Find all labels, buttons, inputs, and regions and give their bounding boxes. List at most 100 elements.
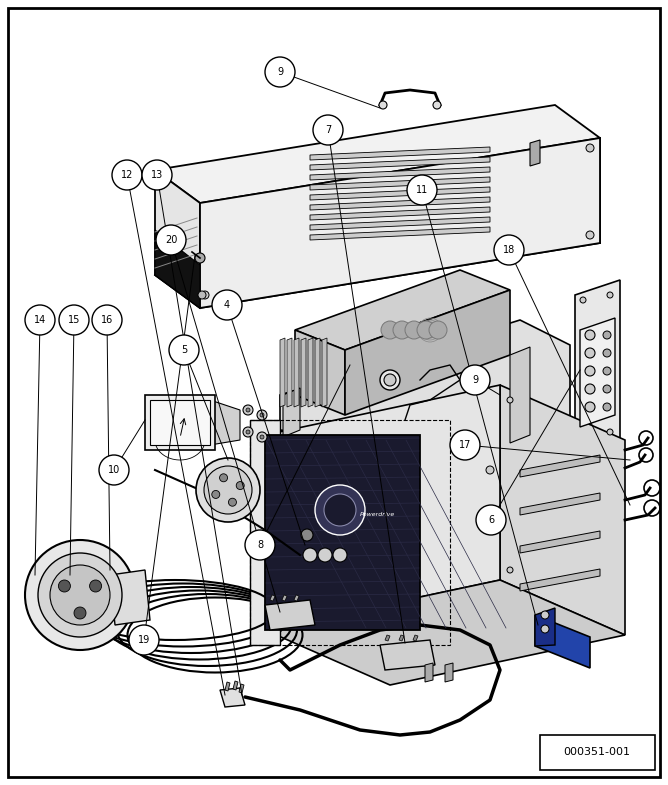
Circle shape bbox=[301, 529, 313, 541]
Polygon shape bbox=[200, 138, 600, 308]
Text: 16: 16 bbox=[101, 315, 113, 325]
Polygon shape bbox=[520, 455, 600, 477]
Polygon shape bbox=[535, 615, 590, 668]
Circle shape bbox=[92, 305, 122, 335]
Polygon shape bbox=[310, 217, 490, 230]
Circle shape bbox=[586, 231, 594, 239]
Circle shape bbox=[246, 430, 250, 434]
Text: 15: 15 bbox=[68, 315, 80, 325]
Polygon shape bbox=[155, 170, 200, 308]
Circle shape bbox=[74, 607, 86, 619]
Circle shape bbox=[450, 430, 480, 460]
Circle shape bbox=[243, 405, 253, 415]
Polygon shape bbox=[310, 157, 490, 170]
Circle shape bbox=[99, 455, 129, 485]
Circle shape bbox=[58, 580, 70, 592]
Polygon shape bbox=[283, 388, 300, 437]
Text: 13: 13 bbox=[151, 170, 163, 180]
Circle shape bbox=[379, 101, 387, 109]
Circle shape bbox=[59, 305, 89, 335]
Polygon shape bbox=[145, 395, 215, 450]
Circle shape bbox=[201, 291, 209, 299]
Circle shape bbox=[257, 410, 267, 420]
Circle shape bbox=[212, 491, 220, 498]
Circle shape bbox=[260, 435, 264, 439]
Text: 8: 8 bbox=[257, 540, 263, 550]
Circle shape bbox=[198, 291, 206, 299]
Polygon shape bbox=[322, 338, 327, 407]
Text: 19: 19 bbox=[138, 635, 150, 645]
Circle shape bbox=[142, 160, 172, 190]
Polygon shape bbox=[239, 684, 244, 693]
Polygon shape bbox=[280, 338, 285, 407]
Circle shape bbox=[407, 175, 437, 205]
Circle shape bbox=[318, 548, 332, 562]
Polygon shape bbox=[535, 608, 555, 646]
Polygon shape bbox=[310, 177, 490, 190]
Polygon shape bbox=[265, 600, 315, 630]
Circle shape bbox=[129, 625, 159, 655]
Polygon shape bbox=[510, 347, 530, 443]
Polygon shape bbox=[445, 663, 453, 682]
Circle shape bbox=[236, 481, 244, 490]
Circle shape bbox=[169, 335, 199, 365]
Polygon shape bbox=[294, 595, 299, 601]
Circle shape bbox=[405, 321, 423, 339]
Polygon shape bbox=[530, 140, 540, 166]
Circle shape bbox=[507, 567, 513, 573]
Circle shape bbox=[260, 413, 264, 417]
Circle shape bbox=[460, 365, 490, 395]
Polygon shape bbox=[520, 493, 600, 515]
Circle shape bbox=[417, 321, 435, 339]
Circle shape bbox=[507, 397, 513, 403]
Polygon shape bbox=[425, 663, 433, 682]
Polygon shape bbox=[315, 338, 320, 407]
Text: 14: 14 bbox=[34, 315, 46, 325]
Circle shape bbox=[393, 321, 411, 339]
Circle shape bbox=[607, 429, 613, 435]
Polygon shape bbox=[265, 385, 500, 630]
Polygon shape bbox=[301, 338, 306, 407]
Circle shape bbox=[243, 427, 253, 437]
Polygon shape bbox=[580, 318, 615, 427]
Text: 11: 11 bbox=[416, 185, 428, 195]
Circle shape bbox=[306, 436, 314, 444]
Circle shape bbox=[380, 370, 400, 390]
Text: 9: 9 bbox=[472, 375, 478, 385]
Circle shape bbox=[603, 349, 611, 357]
Circle shape bbox=[195, 253, 205, 263]
Circle shape bbox=[429, 321, 447, 339]
Polygon shape bbox=[280, 320, 570, 455]
Circle shape bbox=[212, 290, 242, 320]
Circle shape bbox=[324, 494, 356, 526]
Polygon shape bbox=[110, 570, 150, 625]
Circle shape bbox=[607, 292, 613, 298]
Circle shape bbox=[245, 530, 275, 560]
Text: 9: 9 bbox=[277, 67, 283, 77]
Circle shape bbox=[585, 330, 595, 340]
Text: 5: 5 bbox=[181, 345, 187, 355]
Polygon shape bbox=[500, 385, 625, 635]
Circle shape bbox=[112, 160, 142, 190]
Polygon shape bbox=[155, 105, 600, 203]
Polygon shape bbox=[310, 227, 490, 240]
Polygon shape bbox=[287, 338, 292, 407]
Polygon shape bbox=[282, 595, 287, 601]
Polygon shape bbox=[310, 167, 490, 180]
Circle shape bbox=[603, 385, 611, 393]
Circle shape bbox=[476, 505, 506, 535]
Circle shape bbox=[313, 115, 343, 145]
Circle shape bbox=[228, 498, 236, 506]
Polygon shape bbox=[155, 230, 200, 308]
Circle shape bbox=[580, 297, 586, 303]
Circle shape bbox=[541, 611, 549, 619]
Circle shape bbox=[25, 305, 55, 335]
Text: Powerdrive: Powerdrive bbox=[360, 513, 395, 517]
Circle shape bbox=[541, 625, 549, 633]
Polygon shape bbox=[250, 420, 280, 645]
Circle shape bbox=[494, 235, 524, 265]
Polygon shape bbox=[310, 197, 490, 210]
Polygon shape bbox=[265, 580, 625, 685]
Polygon shape bbox=[520, 569, 600, 591]
Polygon shape bbox=[233, 681, 238, 690]
